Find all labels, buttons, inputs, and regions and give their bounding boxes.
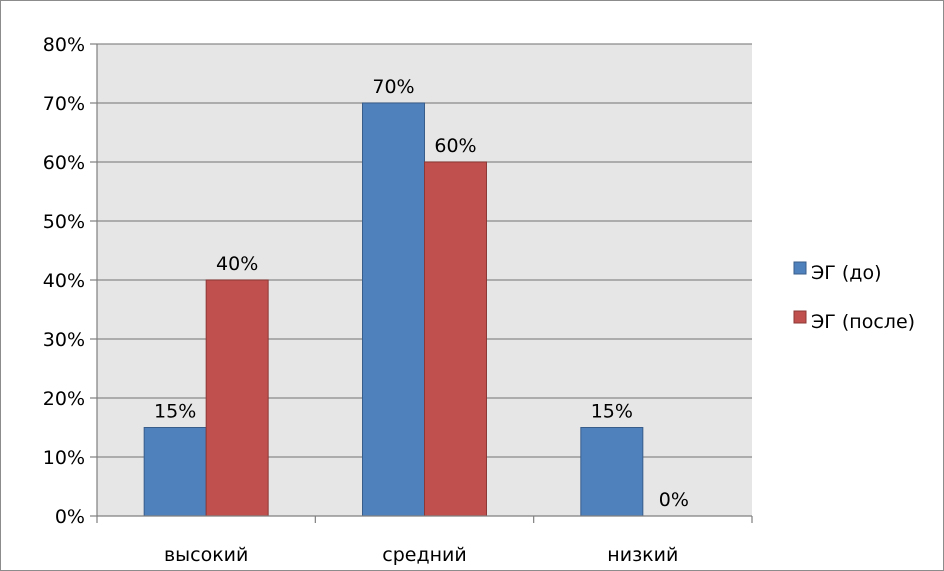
bar (580, 427, 644, 517)
legend-label: ЭГ (после) (811, 311, 915, 333)
legend-label: ЭГ (до) (811, 262, 881, 284)
data-label: 40% (216, 253, 258, 275)
x-tick-label: высокий (164, 544, 248, 566)
data-label: 70% (372, 76, 414, 98)
y-tick-label: 0% (55, 506, 85, 528)
legend: ЭГ (до) ЭГ (после) (793, 261, 915, 333)
bars (143, 102, 644, 517)
y-tick-label: 10% (43, 447, 85, 469)
y-tick-label: 70% (43, 93, 85, 115)
y-tick-label: 50% (43, 211, 85, 233)
x-tick-label: средний (382, 544, 466, 566)
bar (424, 161, 487, 517)
data-labels: 15% 40% 70% 60% 15% 0% (154, 76, 689, 511)
y-tick-label: 60% (43, 152, 85, 174)
bar (362, 102, 425, 517)
y-tick-label: 80% (43, 34, 85, 56)
bar (143, 427, 207, 517)
data-label: 15% (591, 401, 633, 423)
bar (205, 279, 269, 517)
x-axis-tick-labels: высокий средний низкий (164, 544, 678, 566)
legend-swatch (793, 261, 807, 275)
data-label: 60% (434, 135, 476, 157)
x-tick-label: низкий (607, 544, 678, 566)
axes (90, 43, 753, 523)
data-label: 15% (154, 401, 196, 423)
y-axis-tick-labels: 0% 10% 20% 30% 40% 50% 60% 70% 80% (43, 34, 85, 528)
legend-swatch (793, 310, 807, 324)
y-tick-label: 40% (43, 270, 85, 292)
y-tick-label: 20% (43, 388, 85, 410)
y-tick-label: 30% (43, 329, 85, 351)
data-label: 0% (659, 489, 689, 511)
